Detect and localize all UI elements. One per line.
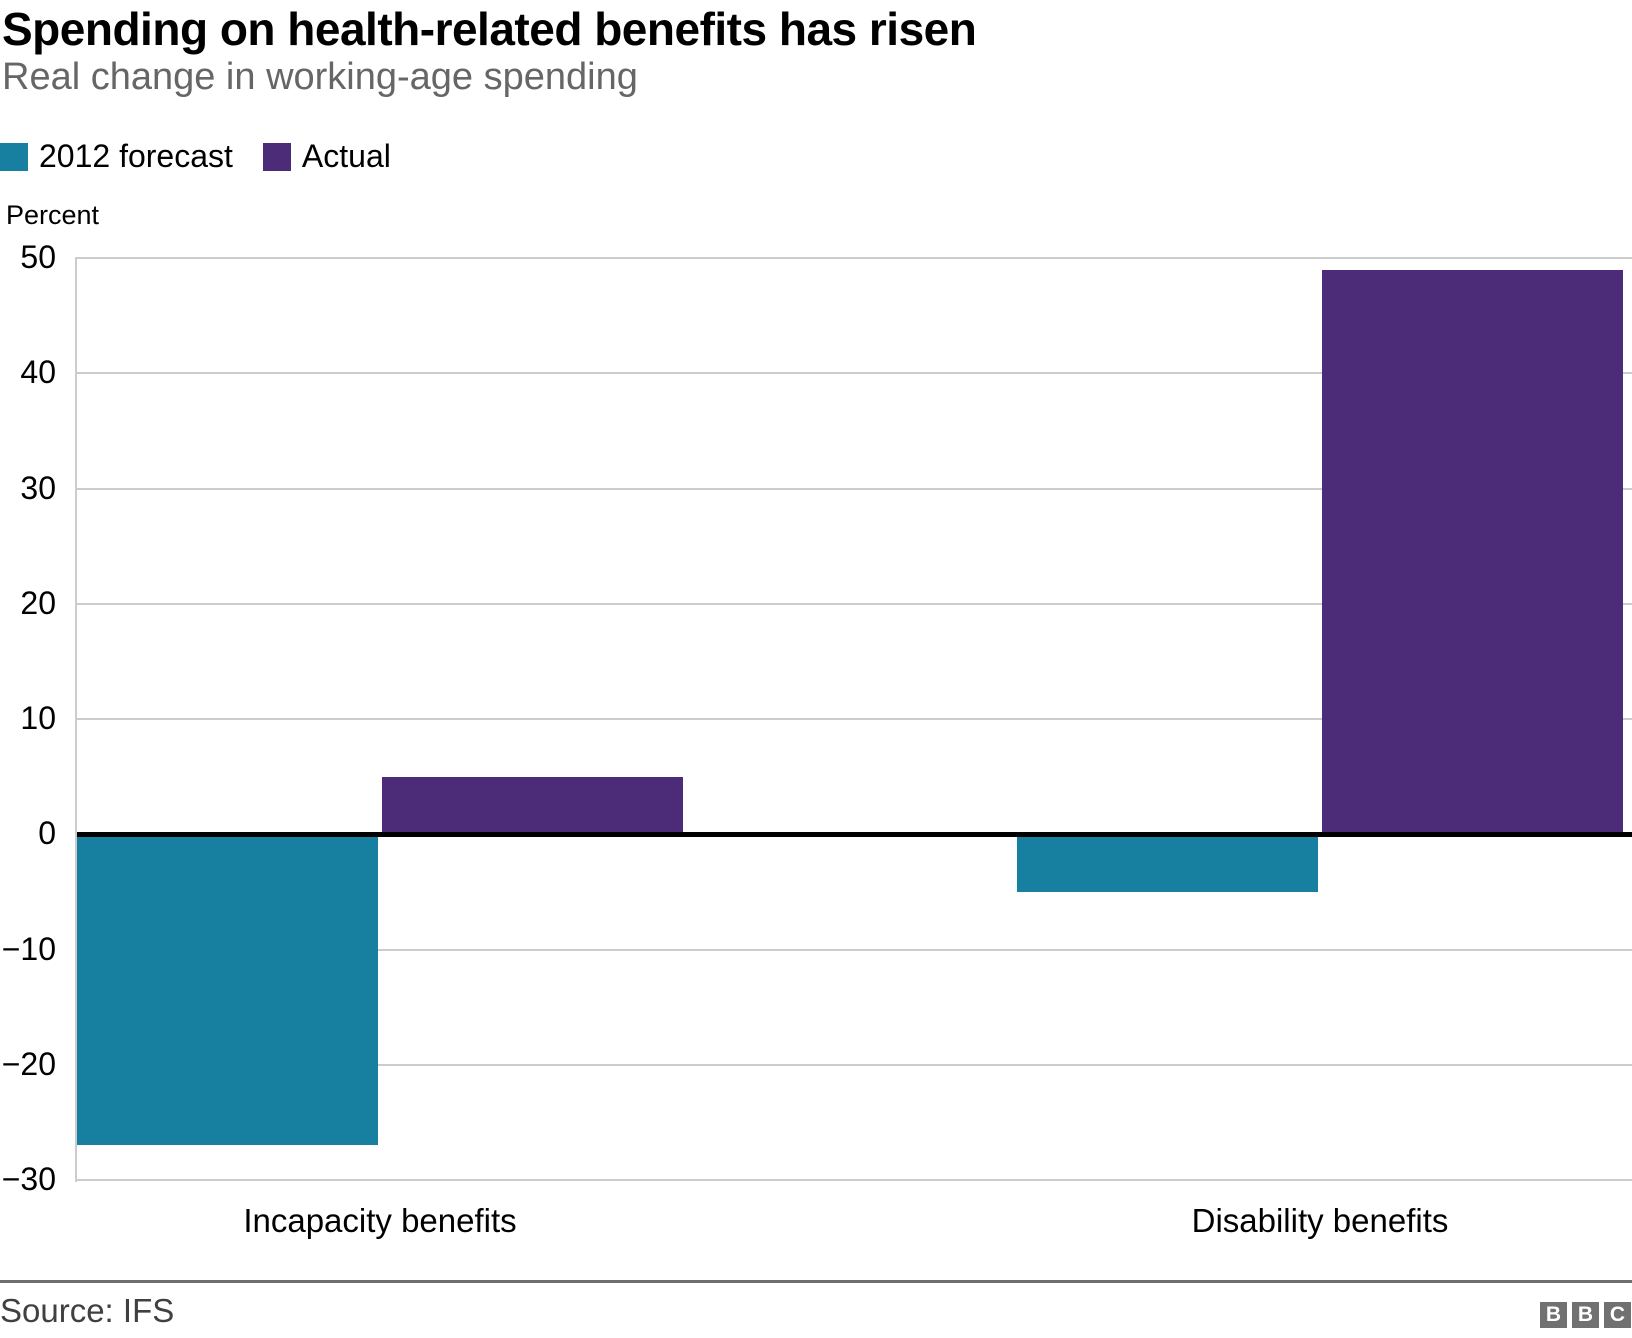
y-tick-label--10: −10 — [1, 931, 56, 967]
y-tick-label-50: 50 — [20, 239, 56, 275]
gridline-30 — [75, 488, 1632, 490]
gridline-0 — [75, 832, 1632, 837]
gridline-20 — [75, 603, 1632, 605]
y-tick-label--20: −20 — [1, 1046, 56, 1082]
legend-swatch-actual — [262, 142, 291, 171]
gridline-10 — [75, 718, 1632, 720]
legend-item-2012-forecast: 2012 forecast — [0, 138, 233, 175]
gridline--10 — [75, 949, 1632, 951]
chart-title: Spending on health-related benefits has … — [2, 3, 977, 55]
y-tick-label-10: 10 — [20, 700, 56, 736]
legend-item-actual: Actual — [262, 138, 391, 175]
bbc-logo-block-c: C — [1604, 1302, 1631, 1328]
bbc-logo-block-b2: B — [1572, 1302, 1599, 1328]
source-text: Source: IFS — [0, 1292, 175, 1329]
bbc-logo: B B C — [1540, 1302, 1631, 1328]
gridline-50 — [75, 257, 1632, 259]
y-tick-label-30: 30 — [20, 470, 56, 506]
legend: 2012 forecast Actual — [0, 138, 421, 175]
bbc-logo-block-b1: B — [1540, 1302, 1567, 1328]
legend-label-2012-forecast: 2012 forecast — [39, 138, 233, 174]
y-tick-label-40: 40 — [20, 354, 56, 390]
y-axis-line — [75, 258, 77, 1182]
bar-actual-disability-benefits — [1322, 270, 1623, 832]
footer-divider — [0, 1280, 1632, 1283]
gridline--30 — [75, 1179, 1632, 1181]
y-tick-label--30: −30 — [1, 1161, 56, 1197]
category-label-disability-benefits: Disability benefits — [1191, 1202, 1449, 1239]
category-label-incapacity-benefits: Incapacity benefits — [243, 1202, 517, 1239]
bar-2012-forecast-disability-benefits — [1017, 837, 1318, 892]
y-axis-unit-label: Percent — [6, 200, 100, 230]
legend-swatch-2012-forecast — [0, 142, 28, 171]
chart-subtitle: Real change in working-age spending — [2, 56, 638, 98]
bar-2012-forecast-incapacity-benefits — [77, 837, 378, 1145]
y-tick-label-0: 0 — [38, 815, 56, 851]
gridline--20 — [75, 1064, 1632, 1066]
gridline-40 — [75, 372, 1632, 374]
legend-label-actual: Actual — [301, 138, 391, 174]
bar-actual-incapacity-benefits — [382, 777, 683, 832]
y-tick-label-20: 20 — [20, 585, 56, 621]
